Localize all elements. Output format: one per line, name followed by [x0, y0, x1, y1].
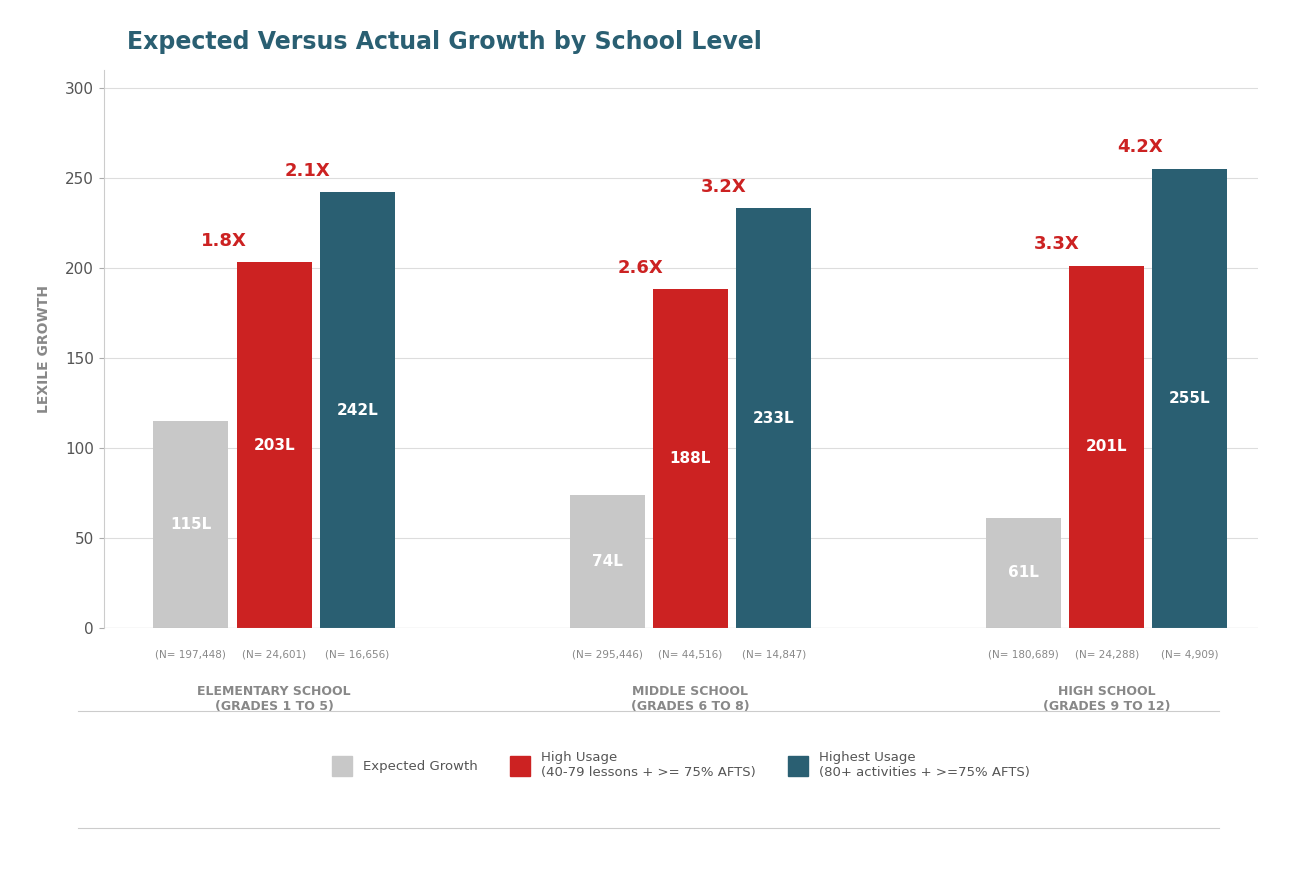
- Text: 233L: 233L: [752, 411, 795, 426]
- Text: 2.6X: 2.6X: [617, 259, 663, 276]
- Text: 255L: 255L: [1169, 391, 1211, 405]
- Text: 201L: 201L: [1086, 439, 1127, 454]
- Bar: [320, 192, 394, 628]
- Text: Expected Versus Actual Growth by School Level: Expected Versus Actual Growth by School …: [127, 30, 761, 54]
- Text: 242L: 242L: [336, 403, 379, 418]
- Text: 74L: 74L: [591, 554, 623, 569]
- Text: (N= 44,516): (N= 44,516): [659, 650, 722, 659]
- Bar: [569, 494, 645, 628]
- Text: 203L: 203L: [253, 438, 294, 453]
- Text: (N= 197,448): (N= 197,448): [156, 650, 226, 659]
- Bar: [1153, 169, 1227, 628]
- Text: 3.2X: 3.2X: [700, 178, 747, 196]
- Bar: [986, 518, 1061, 628]
- Text: HIGH SCHOOL
(GRADES 9 TO 12): HIGH SCHOOL (GRADES 9 TO 12): [1043, 685, 1170, 713]
- Text: (N= 14,847): (N= 14,847): [742, 650, 805, 659]
- Bar: [737, 208, 811, 628]
- Text: (N= 295,446): (N= 295,446): [572, 650, 642, 659]
- Text: 2.1X: 2.1X: [284, 161, 331, 180]
- Legend: Expected Growth, High Usage
(40-79 lessons + >= 75% AFTS), Highest Usage
(80+ ac: Expected Growth, High Usage (40-79 lesso…: [327, 746, 1035, 785]
- Text: ELEMENTARY SCHOOL
(GRADES 1 TO 5): ELEMENTARY SCHOOL (GRADES 1 TO 5): [197, 685, 351, 713]
- Text: (N= 180,689): (N= 180,689): [988, 650, 1058, 659]
- Bar: [1069, 266, 1144, 628]
- Text: 3.3X: 3.3X: [1034, 235, 1079, 254]
- Text: 61L: 61L: [1008, 565, 1039, 581]
- Text: (N= 24,601): (N= 24,601): [243, 650, 306, 659]
- Text: (N= 24,288): (N= 24,288): [1075, 650, 1139, 659]
- Y-axis label: LEXILE GROWTH: LEXILE GROWTH: [38, 285, 51, 412]
- Text: (N= 16,656): (N= 16,656): [326, 650, 389, 659]
- Text: MIDDLE SCHOOL
(GRADES 6 TO 8): MIDDLE SCHOOL (GRADES 6 TO 8): [632, 685, 750, 713]
- Bar: [153, 421, 228, 628]
- Bar: [652, 290, 728, 628]
- Bar: [236, 262, 311, 628]
- Text: 4.2X: 4.2X: [1117, 138, 1163, 156]
- Text: 1.8X: 1.8X: [201, 232, 246, 249]
- Text: (N= 4,909): (N= 4,909): [1161, 650, 1219, 659]
- Text: 115L: 115L: [170, 517, 211, 532]
- Text: 188L: 188L: [669, 451, 711, 467]
